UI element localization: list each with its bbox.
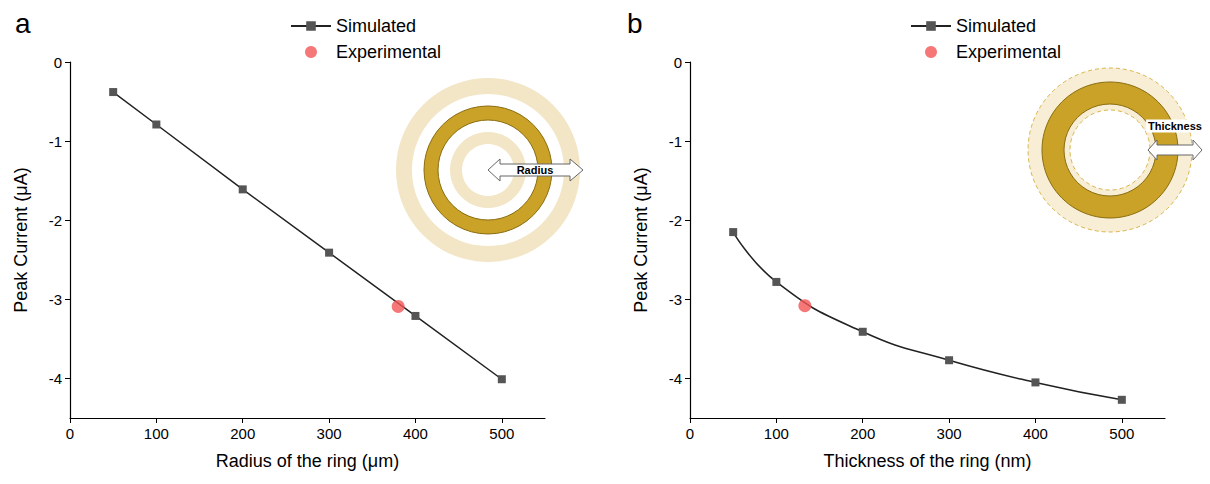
svg-text:-2: -2 bbox=[49, 212, 62, 229]
svg-text:400: 400 bbox=[1023, 425, 1048, 442]
svg-text:200: 200 bbox=[850, 425, 875, 442]
svg-text:-4: -4 bbox=[49, 370, 62, 387]
svg-text:-1: -1 bbox=[669, 133, 682, 150]
svg-text:0: 0 bbox=[674, 54, 682, 71]
svg-text:Thickness of the ring (nm): Thickness of the ring (nm) bbox=[823, 451, 1031, 471]
svg-text:-3: -3 bbox=[49, 291, 62, 308]
svg-text:300: 300 bbox=[937, 425, 962, 442]
svg-text:-2: -2 bbox=[669, 212, 682, 229]
svg-text:Simulated: Simulated bbox=[956, 16, 1036, 36]
svg-text:Peak Current (μA): Peak Current (μA) bbox=[631, 167, 651, 312]
svg-text:0: 0 bbox=[686, 425, 694, 442]
svg-text:Experimental: Experimental bbox=[956, 42, 1061, 62]
svg-text:a: a bbox=[15, 8, 31, 39]
svg-text:500: 500 bbox=[1109, 425, 1134, 442]
svg-text:Experimental: Experimental bbox=[336, 42, 441, 62]
svg-text:0: 0 bbox=[66, 425, 74, 442]
svg-text:500: 500 bbox=[489, 425, 514, 442]
svg-text:300: 300 bbox=[317, 425, 342, 442]
svg-text:Peak Current (μA): Peak Current (μA) bbox=[11, 167, 31, 312]
svg-text:-4: -4 bbox=[669, 370, 682, 387]
svg-text:b: b bbox=[627, 8, 643, 39]
svg-text:Simulated: Simulated bbox=[336, 16, 416, 36]
svg-text:Thickness: Thickness bbox=[1148, 120, 1202, 132]
svg-text:0: 0 bbox=[54, 54, 62, 71]
svg-text:100: 100 bbox=[764, 425, 789, 442]
svg-text:Radius of the ring (μm): Radius of the ring (μm) bbox=[216, 451, 399, 471]
svg-text:-3: -3 bbox=[669, 291, 682, 308]
svg-text:Radius: Radius bbox=[517, 164, 554, 176]
svg-text:400: 400 bbox=[403, 425, 428, 442]
svg-text:-1: -1 bbox=[49, 133, 62, 150]
svg-text:100: 100 bbox=[144, 425, 169, 442]
svg-text:200: 200 bbox=[230, 425, 255, 442]
